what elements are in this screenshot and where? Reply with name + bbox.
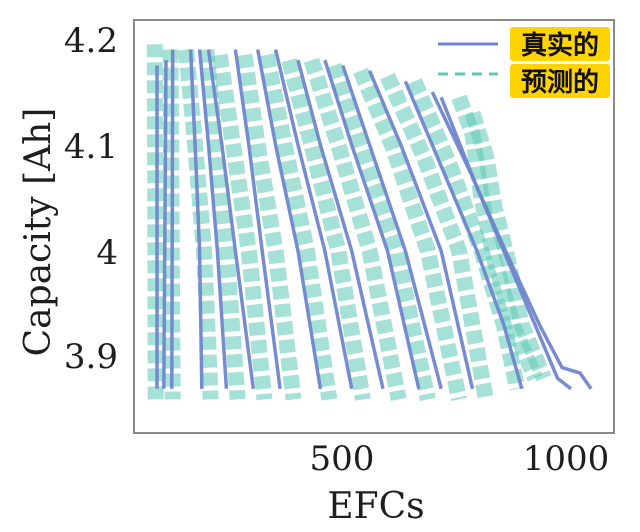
legend-label-box-pred — [510, 64, 610, 98]
true-series-line-3 — [170, 49, 175, 389]
x-tick-label-1000: 1000 — [523, 439, 610, 479]
true-series-line-7 — [233, 49, 282, 390]
true-series-line-14 — [403, 80, 524, 390]
predicted-series-line-3 — [178, 48, 219, 400]
series-layer — [146, 44, 593, 402]
true-series-line-16 — [439, 96, 593, 390]
y-tick-label-4.2: 4.2 — [64, 21, 118, 61]
y-tick-label-4.1: 4.1 — [64, 127, 118, 167]
legend-label-box-true — [510, 27, 610, 61]
true-series-line-12 — [341, 64, 443, 390]
y-axis-title: Capacity [Ah] — [18, 108, 59, 357]
legend-label-pred: 预测的 — [521, 67, 599, 98]
predicted-series-line-7 — [258, 53, 338, 401]
y-tick-label-3.9: 3.9 — [64, 337, 118, 377]
y-tick-label-4.0: 4 — [96, 233, 118, 273]
x-tick-label-500: 500 — [310, 439, 375, 479]
predicted-series-line-11 — [353, 67, 467, 402]
predicted-series-line-14 — [451, 94, 543, 382]
predicted-series-line-12 — [380, 72, 494, 401]
predicted-series-line-5 — [211, 53, 273, 401]
predicted-series-line-4 — [198, 48, 246, 401]
true-series-line-4 — [188, 49, 204, 389]
true-series-line-13 — [367, 70, 475, 390]
legend-label-true: 真实的 — [521, 30, 599, 61]
true-series-line-8 — [255, 49, 323, 390]
predicted-series-line-6 — [236, 53, 302, 401]
predicted-series-line-15 — [464, 110, 552, 382]
true-series-line-6 — [206, 49, 256, 390]
predicted-series-line-10 — [326, 62, 436, 402]
true-series-line-9 — [273, 49, 354, 390]
true-series-line-5 — [197, 49, 229, 389]
x-axis-title: EFCs — [327, 486, 424, 527]
predicted-series-line-9 — [303, 57, 407, 401]
legend: 真实的 预测的 — [438, 27, 610, 98]
true-series-line-11 — [323, 59, 421, 390]
true-series-line-2 — [162, 60, 168, 389]
predicted-series-line-8 — [281, 58, 371, 401]
true-series-line-10 — [296, 59, 385, 390]
